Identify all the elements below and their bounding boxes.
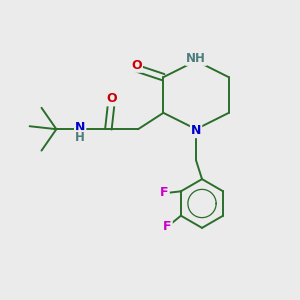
- Text: O: O: [131, 59, 142, 72]
- Text: N: N: [75, 121, 85, 134]
- Text: H: H: [75, 131, 85, 144]
- Text: NH: NH: [186, 52, 206, 65]
- Text: O: O: [106, 92, 117, 105]
- Text: N: N: [191, 124, 201, 137]
- Text: F: F: [160, 186, 169, 199]
- Text: F: F: [163, 220, 172, 232]
